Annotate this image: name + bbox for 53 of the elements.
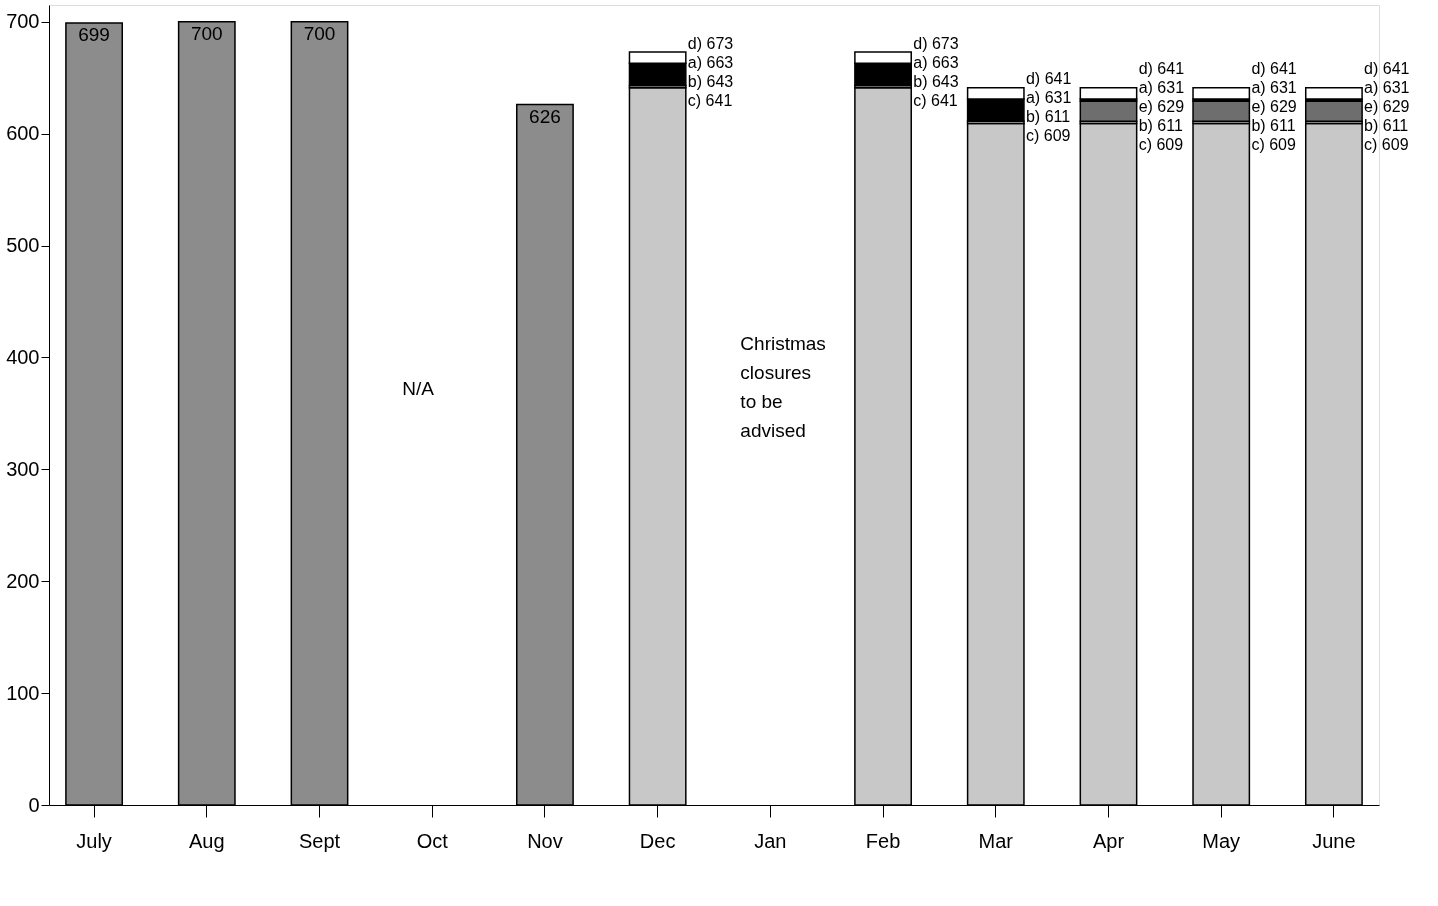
- annotation: a) 631: [1025, 89, 1072, 107]
- x-tick-label: Apr: [1092, 829, 1125, 852]
- data-label: 700: [303, 22, 336, 44]
- data-label: 626: [529, 105, 561, 127]
- annotation: N/A: [402, 378, 435, 399]
- annotation: a) 663: [687, 53, 734, 71]
- data-label: 699: [78, 23, 110, 45]
- annotation: a) 663: [913, 53, 959, 71]
- annotation: d) 641: [1364, 59, 1410, 77]
- y-tick-label: 500: [6, 234, 40, 257]
- annotation: e) 629: [1251, 97, 1297, 115]
- x-tick-label: May: [1202, 829, 1241, 852]
- annotation: e) 629: [1364, 97, 1410, 115]
- x-tick-label: Dec: [639, 829, 676, 852]
- annotation: e) 629: [1138, 97, 1185, 115]
- annotation: b) 643: [687, 72, 734, 90]
- annotation: d) 641: [1251, 59, 1297, 77]
- y-tick-label: 400: [6, 345, 40, 368]
- x-tick-label: Nov: [527, 829, 563, 852]
- annotation: Christmas closures to be advised: [740, 333, 826, 441]
- annotation: c) 609: [1251, 135, 1296, 153]
- annotation: a) 631: [1138, 78, 1185, 96]
- data-label: 700: [190, 22, 223, 44]
- y-tick-label: 0: [28, 793, 40, 816]
- annotation: d) 673: [913, 34, 959, 52]
- y-tick-label: 700: [6, 10, 40, 33]
- x-tick-label: July: [76, 829, 112, 852]
- annotation: d) 641: [1138, 59, 1185, 77]
- annotation: b) 611: [1251, 116, 1296, 134]
- annotation: b) 611: [1138, 116, 1183, 134]
- annotation: a) 631: [1251, 78, 1297, 96]
- annotation: a) 631: [1364, 78, 1410, 96]
- y-tick-label: 600: [6, 122, 40, 145]
- annotation: c) 641: [913, 91, 958, 109]
- x-tick-label: Jan: [754, 829, 787, 852]
- x-tick-label: Mar: [978, 829, 1014, 852]
- x-tick-label: Feb: [865, 829, 901, 852]
- y-tick-label: 100: [6, 681, 40, 704]
- annotation: b) 643: [913, 72, 959, 90]
- annotation: c) 609: [1364, 135, 1409, 153]
- x-tick-label: June: [1312, 829, 1356, 852]
- annotation: d) 641: [1025, 70, 1072, 88]
- annotation: c) 641: [687, 91, 733, 109]
- x-tick-label: Aug: [189, 829, 225, 852]
- annotation: b) 611: [1025, 108, 1071, 126]
- x-tick-label: Oct: [416, 829, 449, 852]
- y-tick-label: 200: [6, 569, 40, 592]
- annotation: b) 611: [1364, 116, 1409, 134]
- annotation: d) 673: [687, 34, 734, 52]
- annotation: c) 609: [1025, 127, 1071, 145]
- x-tick-label: Sept: [298, 829, 341, 852]
- annotation: c) 609: [1138, 135, 1184, 153]
- y-tick-label: 300: [6, 457, 40, 480]
